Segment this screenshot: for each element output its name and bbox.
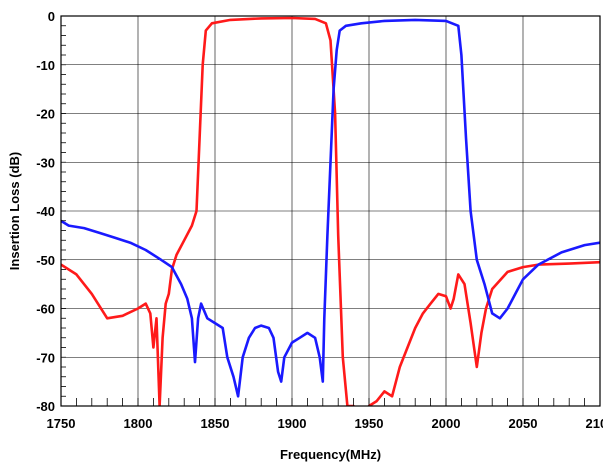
y-axis-label: Insertion Loss (dB) [7,152,22,270]
x-tick-label: 1750 [47,416,76,431]
y-tick-label: -10 [36,58,55,73]
x-tick-label: 1800 [124,416,153,431]
x-tick-label: 1850 [201,416,230,431]
y-tick-label: -60 [36,302,55,317]
y-tick-label: 0 [48,9,55,24]
tick-marks [60,15,601,407]
y-tick-label: -80 [36,399,55,414]
tick-labels: 1750 1800 1850 1900 1950 2000 2050 2100 0 -10 -20 -… [36,9,603,431]
x-tick-label: 2000 [432,416,461,431]
x-axis-label: Frequency(MHz) [280,447,381,462]
series-layer [61,16,600,406]
y-tick-label: -50 [36,253,55,268]
y-tick-label: -40 [36,204,55,219]
x-tick-label: 1950 [355,416,384,431]
red-trace [61,16,600,406]
blue-trace [61,18,600,398]
x-tick-label: 2100 [586,416,603,431]
y-tick-label: -20 [36,107,55,122]
y-tick-label: -30 [36,155,55,170]
x-tick-label: 2050 [509,416,538,431]
y-tick-label: -70 [36,350,55,365]
x-tick-label: 1900 [278,416,307,431]
grid [61,16,600,406]
